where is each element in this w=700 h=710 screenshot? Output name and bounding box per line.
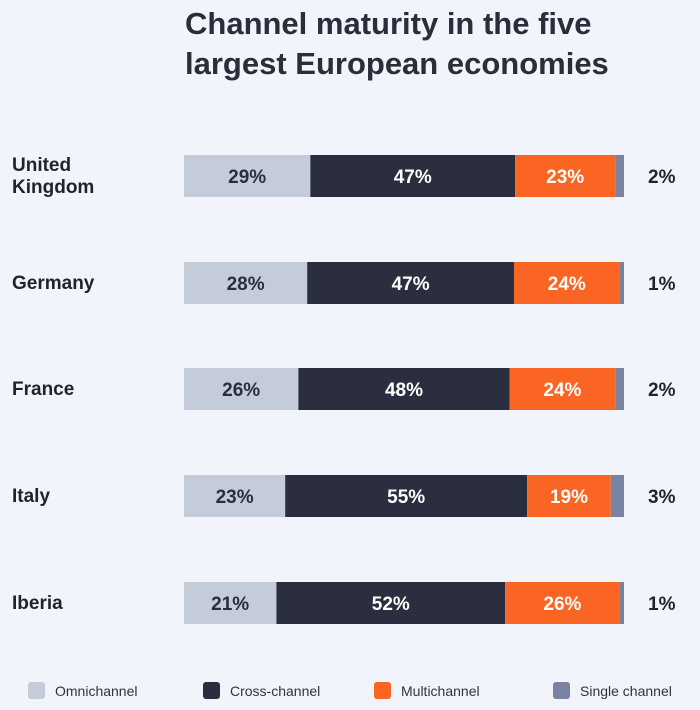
bar-segment-omnichannel [184,262,308,304]
bar-segment-single-channel [610,475,624,517]
legend-swatch [203,682,220,699]
data-label: 52% [372,594,410,615]
legend-swatch [553,682,570,699]
bar-segment-cross-channel [285,475,528,517]
bar-segment-multichannel [515,155,616,197]
bar-row: Germany 28% 47% 24% 1% [12,262,676,304]
chart-legend: Omnichannel Cross-channel Multichannel Sing… [28,682,700,702]
bar-segment-multichannel [527,475,611,517]
bar-segment-multichannel [514,262,620,304]
bar-segment-cross-channel [298,368,510,410]
data-label: 29% [228,167,266,188]
legend-item: Single channel [553,682,672,699]
data-label: 24% [543,380,581,401]
legend-label: Cross-channel [230,682,321,699]
data-label: 24% [548,274,586,295]
legend-item: Multichannel [374,682,480,699]
bar-row: Iberia 21% 52% 26% 1% [12,582,676,624]
data-label-single-channel: 1% [648,274,676,295]
data-label: 26% [543,594,581,615]
bar-segment-multichannel [509,368,616,410]
legend-label: Omnichannel [55,682,138,699]
legend-label: Single channel [580,682,672,699]
category-label: Germany [12,273,95,294]
data-label: 28% [227,274,265,295]
chart-title: Channel maturity in the five largest Eur… [185,6,609,81]
bar-segment-cross-channel [310,155,516,197]
bar-row: Italy 23% 55% 19% 3% [12,475,676,517]
bar-row: France 26% 48% 24% 2% [12,368,676,410]
bar-segment-single-channel [615,155,624,197]
data-label: 48% [385,380,423,401]
bar-segment-single-channel [619,582,624,624]
bar-segment-cross-channel [307,262,514,304]
category-label: Kingdom [12,177,94,198]
bar-segment-cross-channel [276,582,506,624]
data-label: 21% [211,594,249,615]
data-label-single-channel: 3% [648,487,676,508]
data-label: 23% [216,487,254,508]
bar-segment-single-channel [619,262,624,304]
data-label: 47% [394,167,432,188]
category-label: Iberia [12,593,63,614]
bar-segment-single-channel [615,368,624,410]
data-label-single-channel: 2% [648,167,676,188]
legend-swatch [28,682,45,699]
data-label: 47% [392,274,430,295]
data-label-single-channel: 1% [648,594,676,615]
category-label: United [12,155,71,176]
category-label: Italy [12,486,50,507]
category-label: France [12,379,74,400]
data-label-single-channel: 2% [648,380,676,401]
bar-segment-omnichannel [184,475,286,517]
data-label: 19% [550,487,588,508]
legend-item: Omnichannel [28,682,138,699]
data-label: 26% [222,380,260,401]
legend-item: Cross-channel [203,682,320,699]
data-label: 23% [546,167,584,188]
legend-swatch [374,682,391,699]
bar-segment-multichannel [505,582,620,624]
data-label: 55% [387,487,425,508]
bar-segment-omnichannel [184,582,277,624]
bar-segment-omnichannel [184,368,299,410]
legend-label: Multichannel [401,682,480,699]
bar-segment-omnichannel [184,155,311,197]
